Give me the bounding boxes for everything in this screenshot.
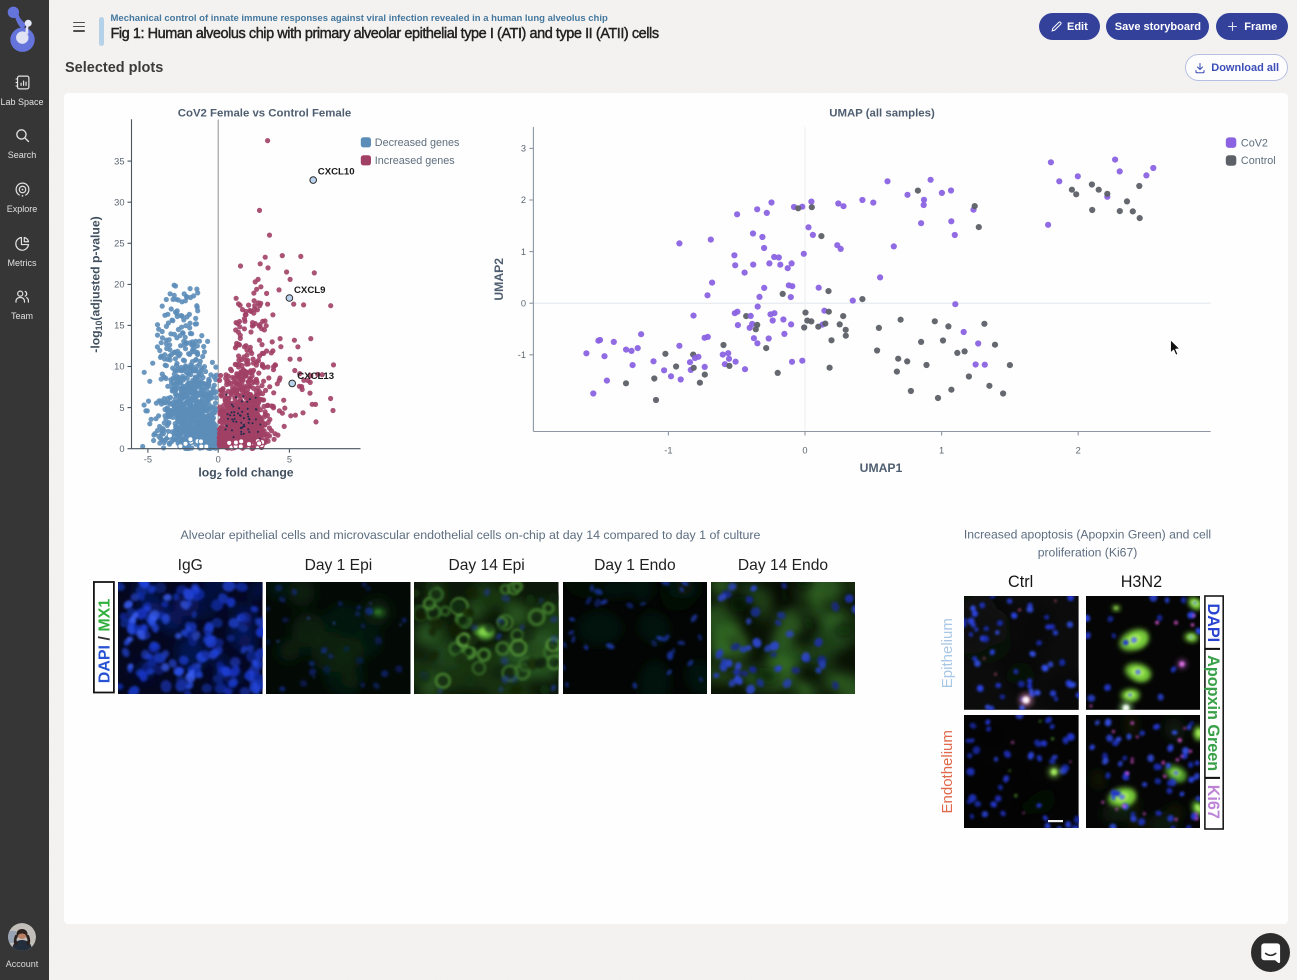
svg-text:CoV2: CoV2: [1241, 137, 1268, 149]
svg-text:1: 1: [521, 247, 526, 257]
svg-text:0: 0: [802, 446, 807, 456]
svg-text:H3N2: H3N2: [1121, 573, 1162, 591]
svg-text:-1: -1: [518, 350, 526, 360]
svg-text:1: 1: [939, 446, 944, 456]
svg-text:log2 fold change: log2 fold change: [198, 466, 293, 482]
svg-text:25: 25: [114, 239, 124, 249]
svg-text:IgG: IgG: [178, 557, 203, 574]
svg-text:Day 14 Epi: Day 14 Epi: [448, 557, 524, 574]
svg-text:UMAP (all samples): UMAP (all samples): [829, 108, 935, 120]
svg-text:DAPI / MX1: DAPI / MX1: [97, 599, 114, 684]
svg-text:-log10(adjusted p-value): -log10(adjusted p-value): [89, 216, 104, 352]
svg-text:Control: Control: [1241, 155, 1276, 167]
svg-text:CoV2 Female vs Control Female: CoV2 Female vs Control Female: [178, 108, 351, 120]
svg-text:0: 0: [216, 455, 221, 465]
svg-text:CXCL10: CXCL10: [318, 166, 355, 177]
svg-text:2: 2: [1076, 446, 1081, 456]
svg-text:5: 5: [287, 455, 292, 465]
svg-text:proliferation (Ki67): proliferation (Ki67): [1038, 546, 1138, 560]
svg-text:35: 35: [114, 156, 124, 166]
svg-text:20: 20: [114, 280, 124, 290]
svg-text:Increased genes: Increased genes: [375, 155, 455, 167]
svg-text:Alveolar epithelial cells and: Alveolar epithelial cells and microvascu…: [181, 528, 761, 542]
svg-text:Day 1 Epi: Day 1 Epi: [305, 557, 373, 574]
svg-text:-5: -5: [144, 455, 152, 465]
svg-text:CXCL9: CXCL9: [294, 285, 325, 296]
svg-text:Epithelium: Epithelium: [939, 618, 956, 688]
svg-text:30: 30: [114, 197, 124, 207]
svg-text:Increased apoptosis (Apopxin G: Increased apoptosis (Apopxin Green) and …: [964, 528, 1211, 542]
svg-text:-1: -1: [664, 446, 672, 456]
svg-text:10: 10: [114, 362, 124, 372]
svg-text:UMAP2: UMAP2: [492, 258, 506, 301]
svg-text:2: 2: [521, 195, 526, 205]
svg-text:3: 3: [521, 144, 526, 154]
svg-text:UMAP1: UMAP1: [860, 461, 903, 475]
svg-text:Decreased genes: Decreased genes: [375, 137, 460, 149]
svg-text:DAPI | Apopxin Green | Ki67: DAPI | Apopxin Green | Ki67: [1204, 604, 1222, 819]
svg-text:Ctrl: Ctrl: [1008, 573, 1033, 591]
svg-text:Day 1 Endo: Day 1 Endo: [594, 557, 676, 574]
svg-text:15: 15: [114, 321, 124, 331]
svg-text:Day 14 Endo: Day 14 Endo: [738, 557, 828, 574]
svg-text:CXCL13: CXCL13: [297, 371, 334, 382]
svg-text:0: 0: [119, 444, 124, 454]
svg-text:5: 5: [119, 403, 124, 413]
svg-text:Endothelium: Endothelium: [939, 730, 956, 813]
svg-text:0: 0: [521, 298, 526, 308]
